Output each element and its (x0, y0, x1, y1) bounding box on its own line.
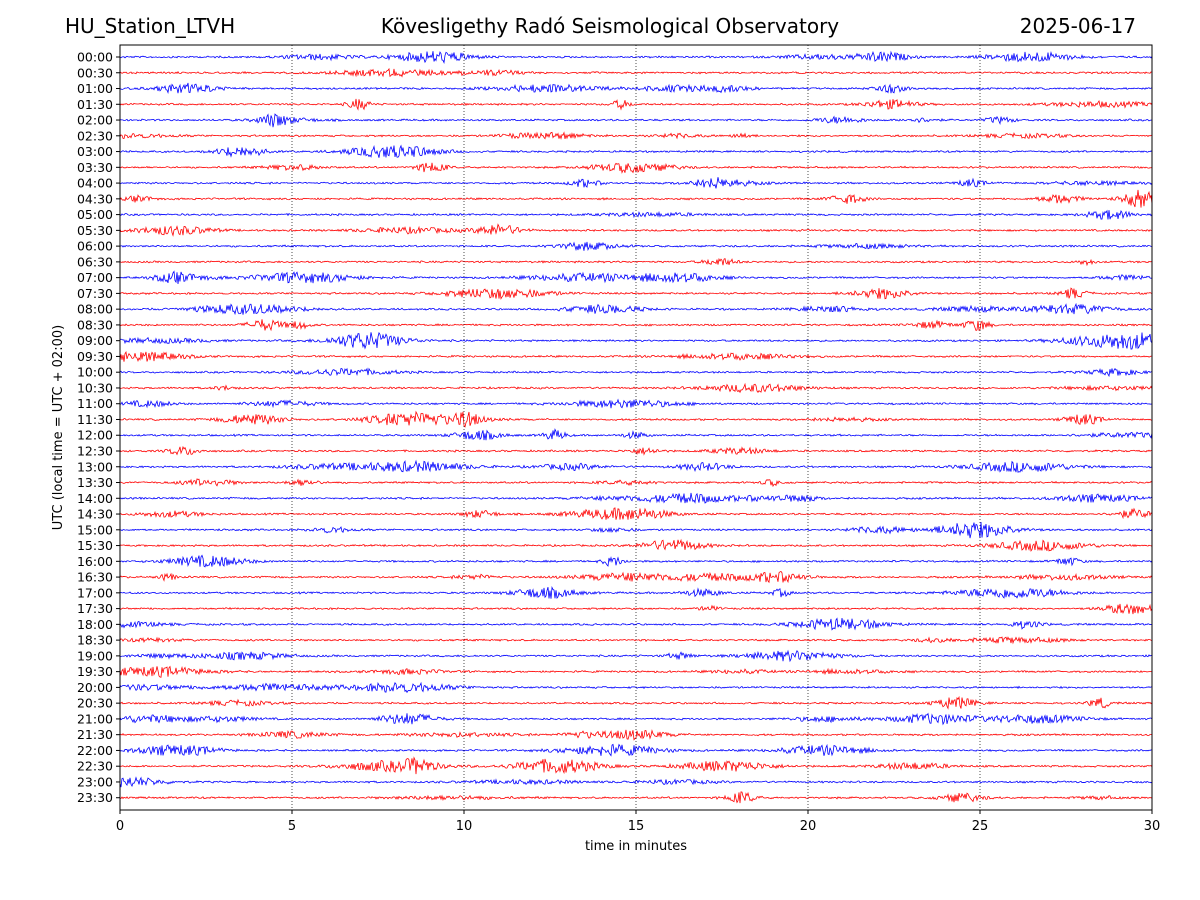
seismic-trace (119, 331, 1153, 350)
y-tick-label: 10:30 (77, 380, 113, 395)
seismic-trace (119, 162, 1153, 174)
y-tick-label: 20:30 (77, 696, 113, 711)
seismic-trace (119, 649, 1153, 663)
y-axis-label: UTC (local time = UTC + 02:00) (51, 325, 66, 530)
y-tick-label: 03:00 (77, 144, 113, 159)
y-tick-label: 06:30 (77, 254, 113, 269)
y-tick-label: 13:00 (77, 459, 113, 474)
y-tick-label: 15:00 (77, 522, 113, 537)
y-tick-label: 01:30 (77, 97, 113, 112)
y-tick-label: 17:00 (77, 585, 113, 600)
y-tick-label: 21:30 (77, 727, 113, 742)
seismic-trace (119, 507, 1153, 520)
y-tick-label: 11:00 (77, 396, 113, 411)
seismic-trace (119, 382, 1153, 394)
seismic-trace (119, 98, 1153, 111)
seismic-trace (119, 113, 1153, 128)
y-tick-label: 16:30 (77, 570, 113, 585)
y-tick-label: 12:00 (77, 428, 113, 443)
x-tick-label: 25 (972, 819, 989, 834)
y-tick-label: 06:00 (77, 239, 113, 254)
y-tick-label: 00:00 (77, 50, 113, 65)
y-tick-label: 14:30 (77, 507, 113, 522)
seismic-trace (119, 410, 1153, 428)
seismic-trace (119, 776, 1153, 788)
x-tick-label: 20 (800, 819, 817, 834)
vertical-grid (291, 45, 981, 810)
y-tick-label: 02:00 (77, 113, 113, 128)
seismic-trace (119, 223, 1153, 237)
x-tick-label: 5 (288, 819, 296, 834)
seismic-trace (119, 492, 1153, 504)
seismic-trace (119, 209, 1153, 220)
x-tick-label: 15 (628, 819, 645, 834)
y-tick-label: 07:30 (77, 286, 113, 301)
seismic-trace (119, 729, 1153, 741)
y-tick-label: 22:00 (77, 743, 113, 758)
y-tick-label: 19:30 (77, 664, 113, 679)
y-tick-label: 01:00 (77, 81, 113, 96)
seismic-trace (119, 585, 1153, 599)
y-tick-label: 17:30 (77, 601, 113, 616)
y-tick-label: 21:00 (77, 711, 113, 726)
y-tick-label: 23:30 (77, 790, 113, 805)
y-tick-label: 13:30 (77, 475, 113, 490)
seismic-trace (119, 82, 1153, 95)
y-tick-label: 22:30 (77, 759, 113, 774)
y-tick-label: 18:30 (77, 633, 113, 648)
y-tick-label: 20:00 (77, 680, 113, 695)
x-axis: 0 5 10 15 20 25 30 (116, 810, 1160, 834)
seismic-trace (119, 398, 1153, 409)
y-tick-label: 18:00 (77, 617, 113, 632)
y-tick-label: 09:00 (77, 333, 113, 348)
y-tick-label: 23:00 (77, 774, 113, 789)
y-tick-label: 14:00 (77, 491, 113, 506)
y-tick-label: 04:00 (77, 176, 113, 191)
y-tick-label: 04:30 (77, 191, 113, 206)
y-tick-label: 05:30 (77, 223, 113, 238)
chart-date: 2025-06-17 (1019, 14, 1136, 38)
y-tick-label: 16:00 (77, 554, 113, 569)
station-name: HU_Station_LTVH (65, 14, 236, 38)
chart-title: Kövesligethy Radó Seismological Observat… (380, 14, 840, 38)
y-tick-label: 09:30 (77, 349, 113, 364)
y-tick-label: 08:00 (77, 302, 113, 317)
x-tick-label: 0 (116, 819, 124, 834)
seismic-trace (119, 287, 1153, 300)
x-tick-label: 10 (456, 819, 473, 834)
x-tick-label: 30 (1144, 819, 1161, 834)
y-tick-label: 02:30 (77, 128, 113, 143)
y-tick-label: 10:00 (77, 365, 113, 380)
y-tick-label: 03:30 (77, 160, 113, 175)
y-axis: 00:0000:3001:0001:3002:0002:3003:0003:30… (77, 50, 120, 805)
y-tick-label: 11:30 (77, 412, 113, 427)
seismic-trace (119, 521, 1153, 539)
y-tick-label: 12:30 (77, 444, 113, 459)
y-tick-label: 00:30 (77, 65, 113, 80)
y-tick-label: 15:30 (77, 538, 113, 553)
y-tick-label: 19:00 (77, 648, 113, 663)
y-tick-label: 05:00 (77, 207, 113, 222)
x-axis-label: time in minutes (585, 839, 687, 854)
y-tick-label: 08:30 (77, 317, 113, 332)
y-tick-label: 07:00 (77, 270, 113, 285)
